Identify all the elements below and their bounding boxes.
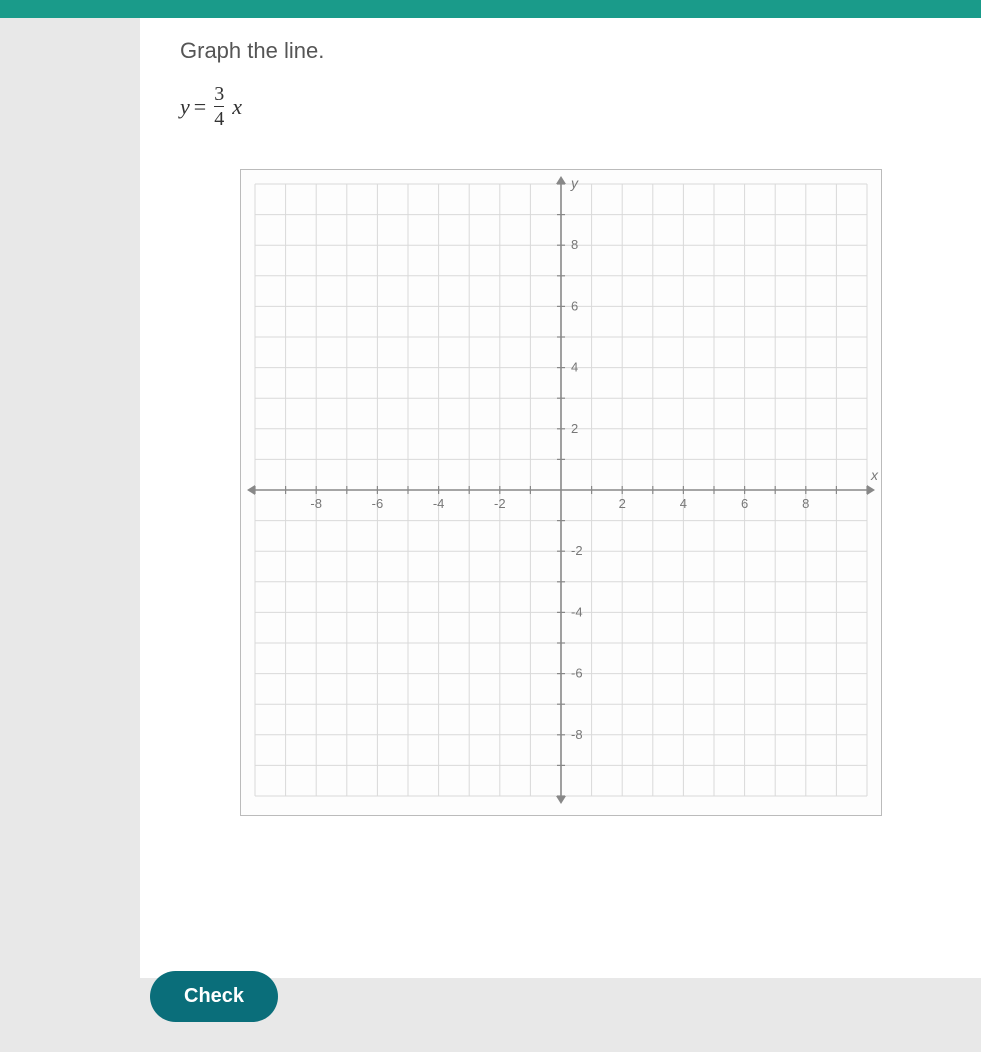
equation-rhs: x (232, 94, 242, 120)
check-button[interactable]: Check (150, 971, 278, 1022)
svg-text:-8: -8 (310, 496, 322, 511)
svg-text:4: 4 (571, 360, 578, 375)
equation: y = 3 4 x (180, 84, 981, 129)
equation-lhs: y (180, 94, 190, 120)
svg-text:8: 8 (571, 237, 578, 252)
coordinate-grid[interactable]: -8 -6 -4 -2 2 4 6 8 -8 -6 -4 -2 2 4 6 8 x y (241, 170, 881, 810)
svg-text:8: 8 (802, 496, 809, 511)
svg-text:6: 6 (741, 496, 748, 511)
svg-text:-8: -8 (571, 727, 583, 742)
svg-text:-2: -2 (494, 496, 506, 511)
svg-text:2: 2 (619, 496, 626, 511)
check-button-label: Check (184, 985, 244, 1007)
question-prompt: Graph the line. (180, 38, 981, 64)
graph-canvas[interactable]: -8 -6 -4 -2 2 4 6 8 -8 -6 -4 -2 2 4 6 8 x y (240, 169, 882, 816)
header-bar (0, 0, 981, 18)
graph-area: -8 -6 -4 -2 2 4 6 8 -8 -6 -4 -2 2 4 6 8 x y (240, 169, 981, 816)
svg-text:2: 2 (571, 421, 578, 436)
fraction-denominator: 4 (214, 106, 224, 129)
equation-fraction: 3 4 (214, 84, 224, 129)
svg-text:-4: -4 (571, 604, 583, 619)
question-card: Graph the line. y = 3 4 x -8-6-4-22468-8… (140, 18, 981, 978)
svg-text:-6: -6 (571, 666, 583, 681)
svg-text:-6: -6 (372, 496, 384, 511)
equation-equals: = (194, 94, 206, 120)
svg-text:y: y (570, 175, 579, 191)
fraction-numerator: 3 (214, 84, 224, 106)
svg-text:-4: -4 (433, 496, 445, 511)
svg-text:6: 6 (571, 298, 578, 313)
svg-text:x: x (870, 467, 879, 483)
svg-text:4: 4 (680, 496, 687, 511)
svg-text:-2: -2 (571, 543, 583, 558)
